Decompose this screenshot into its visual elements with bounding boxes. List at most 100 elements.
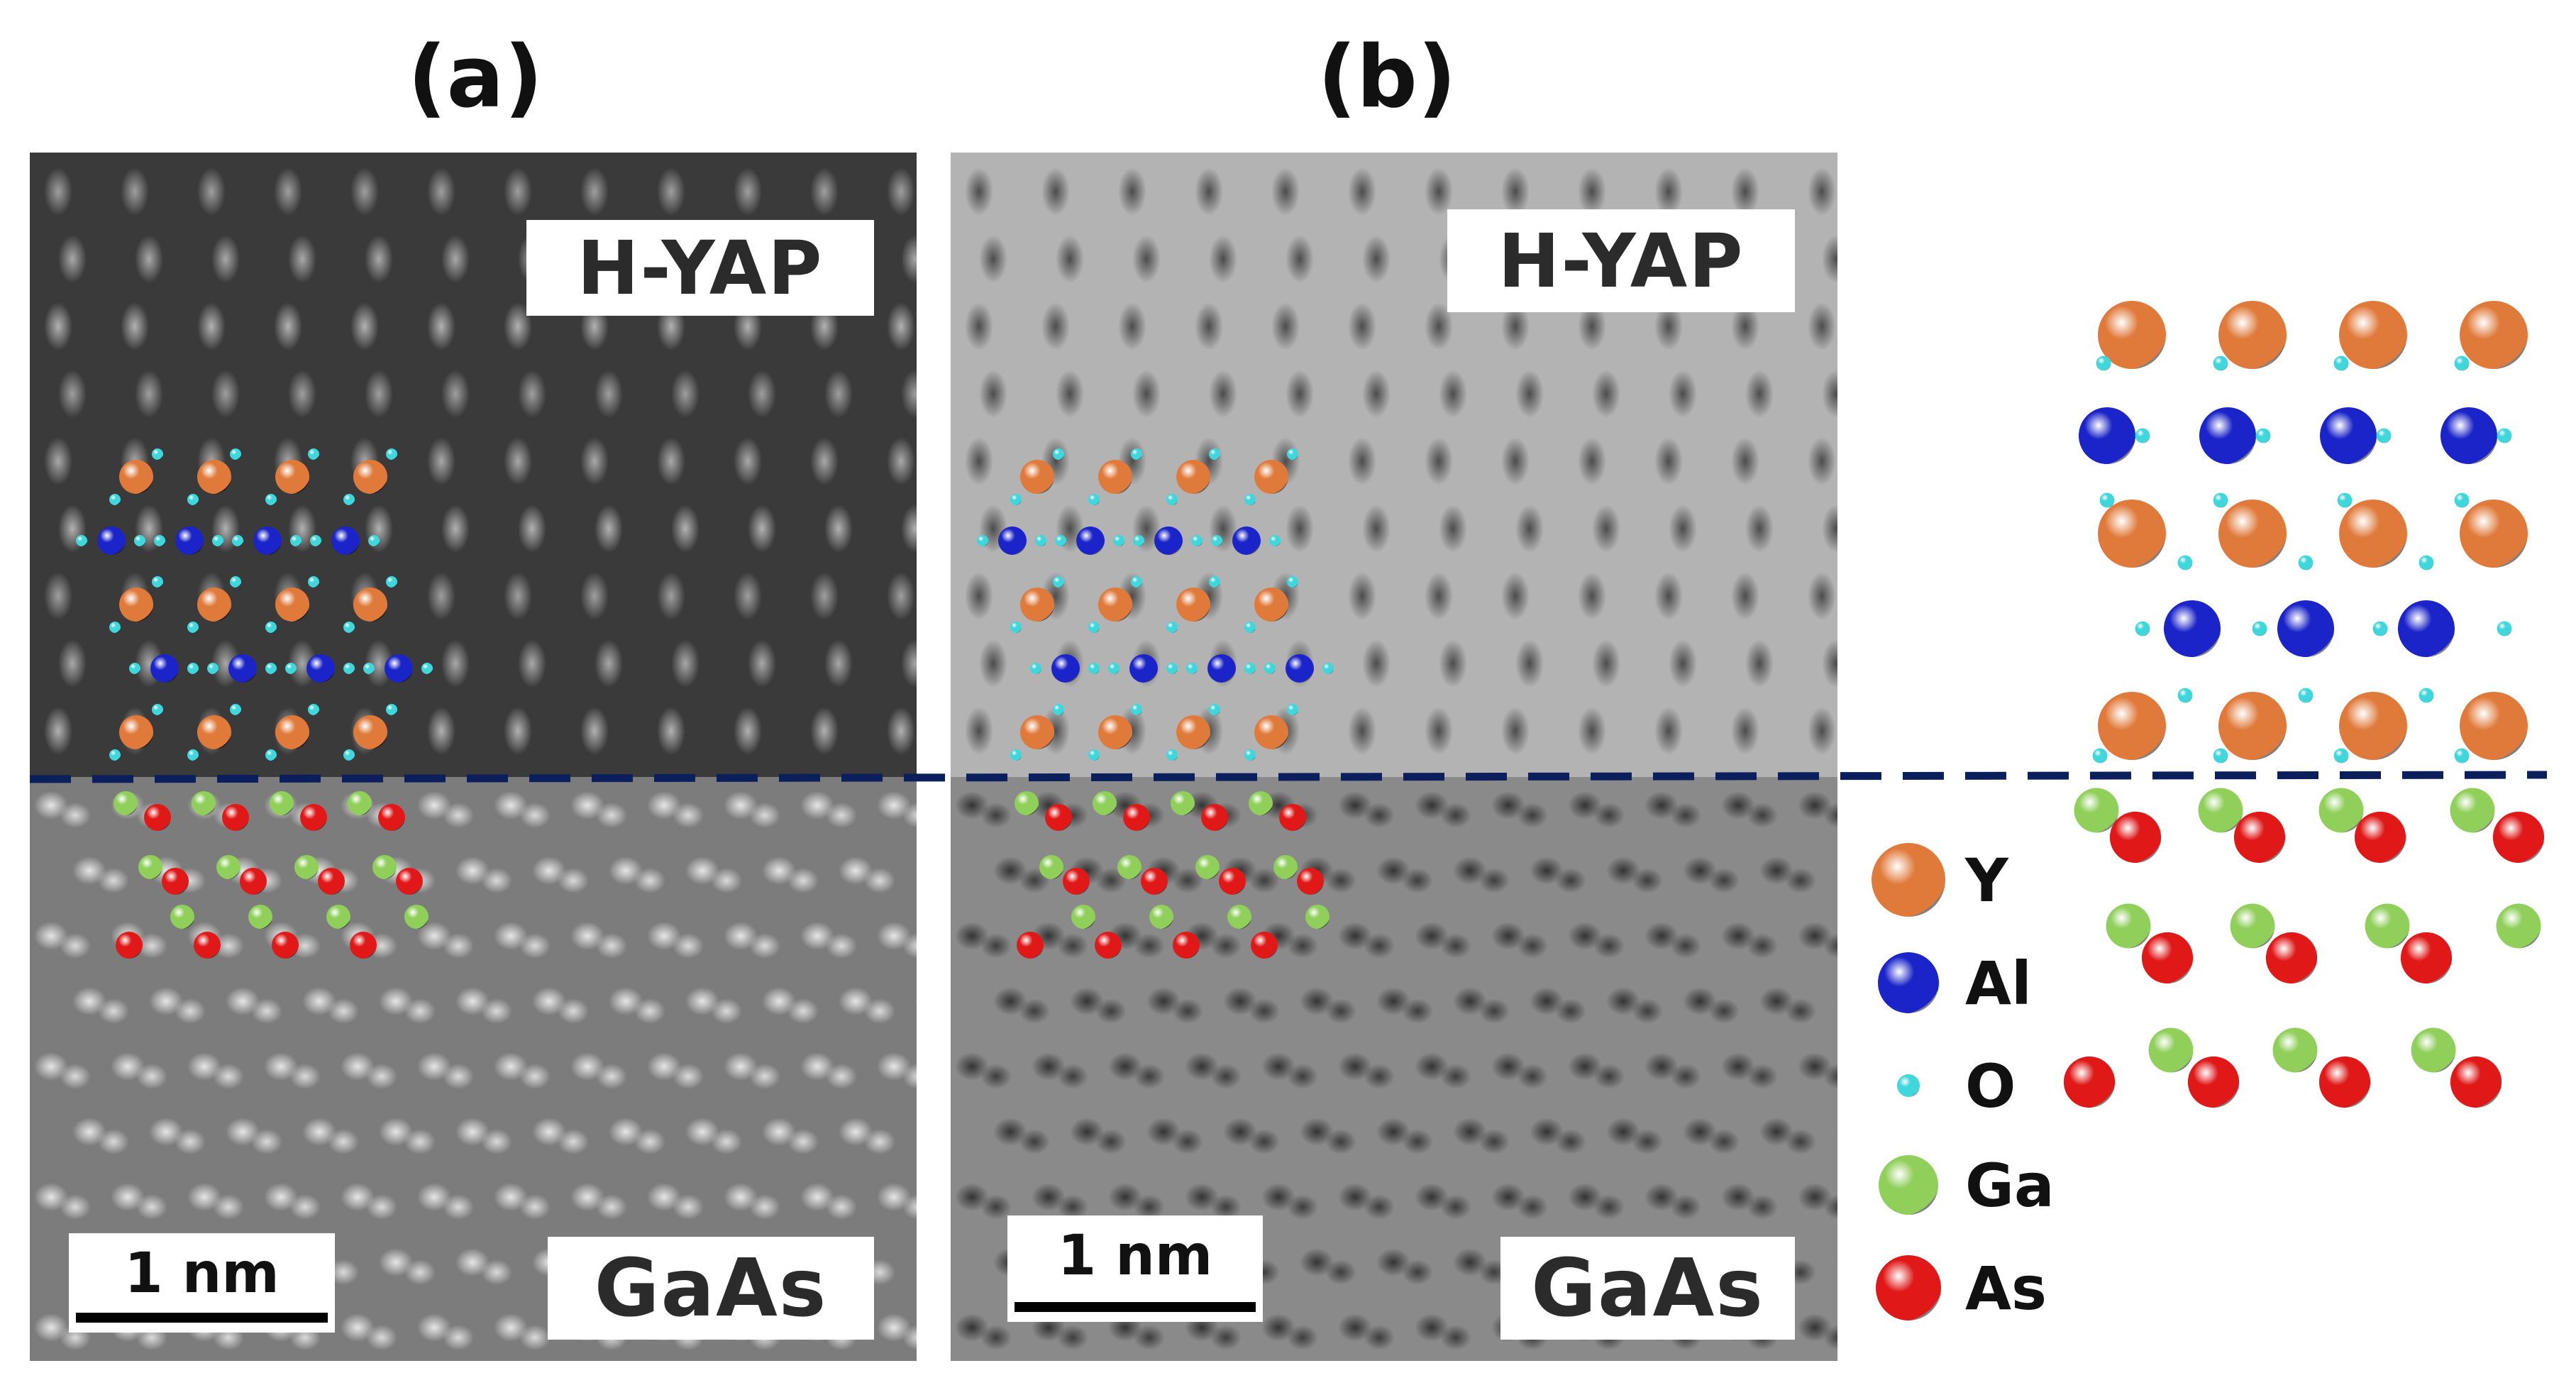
y-atom xyxy=(2098,301,2166,369)
ga-atom-icon xyxy=(1879,1155,1938,1215)
o-atom xyxy=(212,535,223,546)
legend-item-o: O xyxy=(1859,1036,2086,1135)
micrograph-b-top-label: H-YAP xyxy=(1447,209,1795,312)
y-atom xyxy=(275,588,309,622)
micrograph-b: H-YAP GaAs 1 nm xyxy=(951,153,1837,1361)
o-atom xyxy=(2213,355,2228,371)
ga-atom xyxy=(114,791,138,815)
as-atom xyxy=(1017,932,1044,959)
as-atom xyxy=(144,804,171,831)
interface-dashed-line xyxy=(29,771,2548,783)
ga-atom xyxy=(404,905,429,929)
as-atom xyxy=(272,932,299,959)
ga-atom xyxy=(2365,903,2410,949)
ga-atom xyxy=(2198,788,2243,833)
o-atom xyxy=(1244,749,1256,761)
as-atom xyxy=(378,804,405,831)
o-atom xyxy=(1166,622,1178,633)
o-atom xyxy=(134,535,145,546)
o-atom xyxy=(343,494,355,505)
legend-label-o: O xyxy=(1965,1052,2016,1121)
y-atom xyxy=(1254,715,1288,749)
o-atom xyxy=(1088,663,1100,674)
y-atom xyxy=(119,588,153,622)
o-atom xyxy=(1209,704,1220,715)
ga-atom xyxy=(2106,903,2151,949)
o-atom xyxy=(2333,748,2349,763)
ga-atom xyxy=(1071,905,1095,929)
o-atom xyxy=(109,622,121,633)
o-atom xyxy=(1186,663,1198,674)
y-atom xyxy=(1098,588,1132,622)
y-atom xyxy=(1176,460,1210,494)
o-atom xyxy=(2372,621,2388,636)
o-atom xyxy=(308,576,319,588)
as-atom xyxy=(2265,932,2318,984)
o-atom xyxy=(1088,494,1100,505)
o-atom xyxy=(1269,535,1281,546)
ga-atom xyxy=(2318,788,2364,833)
o-atom xyxy=(2177,555,2193,570)
y-atom xyxy=(2218,692,2287,760)
o-atom xyxy=(308,704,319,715)
al-atom-icon xyxy=(1878,952,1939,1013)
as-atom xyxy=(222,804,249,831)
y-atom xyxy=(1176,715,1210,749)
al-atom xyxy=(1207,654,1236,683)
y-atom xyxy=(1020,588,1054,622)
y-atom xyxy=(2339,692,2407,760)
o-atom xyxy=(1131,576,1142,588)
o-atom xyxy=(2213,748,2228,763)
al-atom xyxy=(1076,526,1105,555)
legend-item-al: Al xyxy=(1859,933,2086,1032)
y-atom xyxy=(197,715,231,749)
ga-atom xyxy=(2230,903,2275,949)
y-atom xyxy=(1254,588,1288,622)
o-atom xyxy=(76,535,87,546)
as-atom xyxy=(396,868,423,895)
y-atom xyxy=(2339,301,2407,369)
ga-atom xyxy=(192,791,216,815)
al-atom xyxy=(2164,600,2221,657)
y-atom xyxy=(1020,460,1054,494)
o-atom xyxy=(152,704,163,715)
o-atom xyxy=(187,663,199,674)
panel-b-label: (b) xyxy=(1317,28,1456,127)
micrograph-b-scale-text: 1 nm xyxy=(1057,1224,1213,1288)
o-atom xyxy=(2337,492,2353,508)
overlay-atoms-a xyxy=(76,448,433,959)
y-atom xyxy=(197,460,231,494)
as-atom xyxy=(2141,932,2194,984)
al-atom xyxy=(175,526,204,555)
o-atom xyxy=(308,448,319,460)
as-atom xyxy=(2400,932,2453,984)
o-atom xyxy=(1244,494,1256,505)
as-atom xyxy=(2492,811,2545,864)
al-atom xyxy=(1154,526,1183,555)
o-atom xyxy=(2298,688,2314,703)
o-atom xyxy=(154,535,165,546)
o-atom xyxy=(310,535,321,546)
ga-atom xyxy=(1117,855,1141,879)
ga-atom xyxy=(1171,791,1195,815)
o-atom xyxy=(1166,494,1178,505)
o-atom xyxy=(2376,428,2392,443)
y-atom xyxy=(119,715,153,749)
panel-a-label: (a) xyxy=(407,28,543,127)
ga-atom xyxy=(1249,791,1273,815)
o-atom xyxy=(1244,622,1256,633)
ga-atom xyxy=(2450,788,2495,833)
y-atom xyxy=(1098,715,1132,749)
o-atom xyxy=(2255,428,2271,443)
micrograph-b-scale-bar: 1 nm xyxy=(1007,1215,1263,1322)
o-atom xyxy=(187,749,199,761)
y-atom xyxy=(2098,500,2166,568)
y-atom xyxy=(2218,500,2287,568)
y-atom xyxy=(1254,460,1288,494)
o-atom xyxy=(363,663,375,674)
o-atom xyxy=(1287,448,1298,460)
as-atom xyxy=(162,868,189,895)
legend-item-y: Y xyxy=(1859,830,2086,930)
al-atom xyxy=(2398,600,2455,657)
as-atom xyxy=(194,932,221,959)
